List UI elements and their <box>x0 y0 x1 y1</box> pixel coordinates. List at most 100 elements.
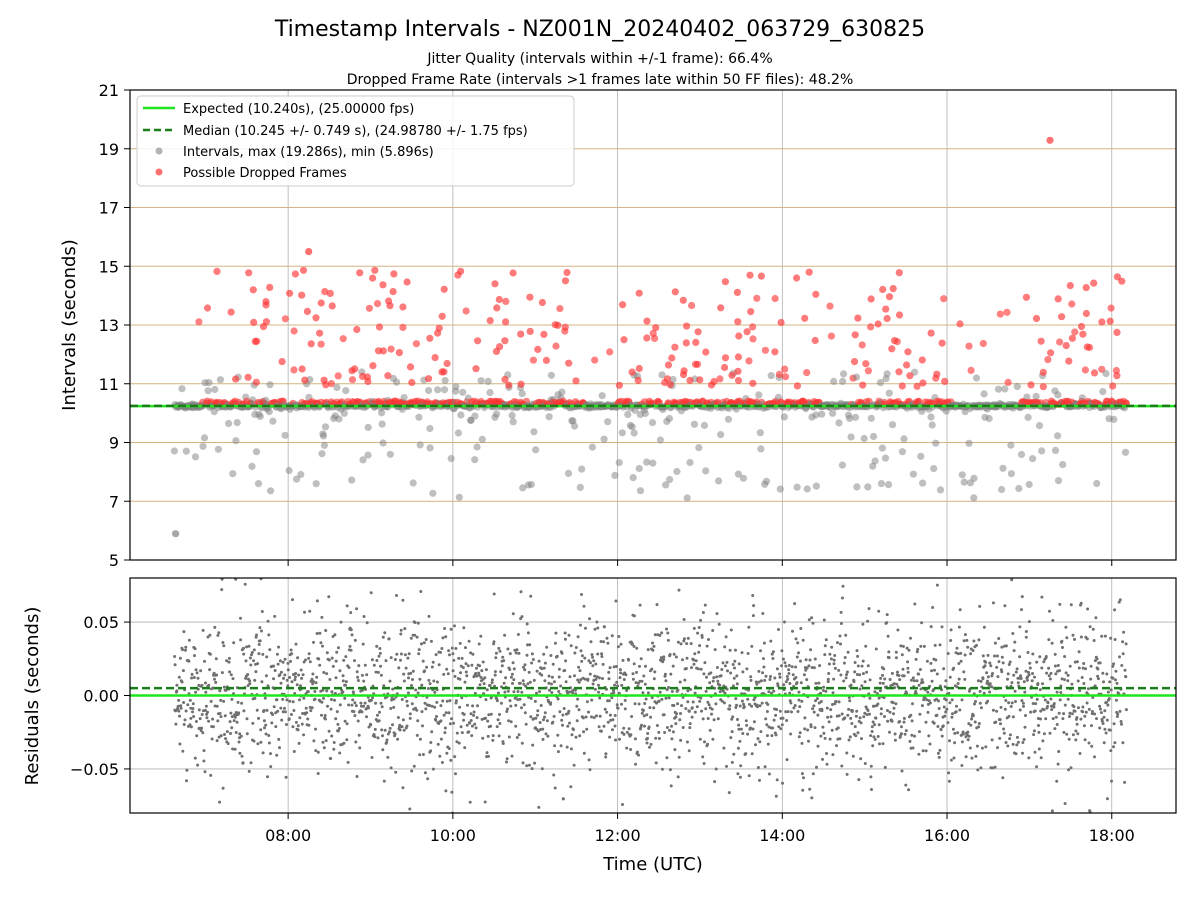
residual-point <box>956 731 960 735</box>
residual-point <box>909 678 913 682</box>
residual-point <box>853 670 857 674</box>
residual-point <box>750 704 754 708</box>
residual-point <box>700 635 704 639</box>
residual-point <box>252 648 256 652</box>
residual-point <box>763 765 767 769</box>
residual-point <box>481 660 485 664</box>
residual-point <box>288 676 291 679</box>
residual-point <box>944 679 948 683</box>
residual-point <box>760 701 764 705</box>
residual-point <box>569 644 573 648</box>
residual-point <box>709 671 713 675</box>
residual-point <box>1086 607 1090 611</box>
dropped-frame-point <box>529 356 538 364</box>
dropped-frame-point <box>1027 381 1035 389</box>
residual-point <box>900 769 904 773</box>
residual-point <box>701 717 705 721</box>
residual-point <box>923 696 927 700</box>
interval-point <box>715 477 723 485</box>
interval-point <box>830 377 838 385</box>
residual-point <box>787 672 791 675</box>
residual-point <box>692 662 696 666</box>
intervals-grid <box>130 90 1176 560</box>
residual-point <box>568 690 572 694</box>
residual-point <box>588 768 592 772</box>
residual-point <box>450 717 453 721</box>
residual-point <box>479 634 483 638</box>
residual-point <box>742 702 745 706</box>
residual-point <box>794 637 798 641</box>
interval-point <box>545 413 553 421</box>
residual-point <box>1004 741 1008 744</box>
residual-point <box>604 755 608 759</box>
residual-point <box>579 678 583 682</box>
residual-point <box>936 751 940 755</box>
residual-point <box>763 678 767 682</box>
residual-point <box>291 598 294 602</box>
residual-point <box>947 691 951 695</box>
residual-point <box>695 705 699 709</box>
residual-point <box>511 612 515 616</box>
residual-point <box>863 680 867 684</box>
residual-point <box>389 766 393 770</box>
residual-point <box>637 753 641 757</box>
residual-point <box>452 721 456 725</box>
interval-point <box>1017 450 1026 459</box>
residual-point <box>671 730 675 734</box>
residual-point <box>192 715 196 718</box>
residual-point <box>507 735 511 739</box>
residual-point <box>453 674 457 678</box>
residual-point <box>1123 668 1127 672</box>
residual-point <box>730 760 734 764</box>
residual-point <box>425 665 429 669</box>
dropped-frame-point <box>634 376 642 384</box>
residual-point <box>336 722 340 726</box>
residual-point <box>459 725 463 729</box>
residual-point <box>630 642 634 646</box>
interval-point <box>425 386 433 395</box>
residual-point <box>453 624 456 628</box>
residual-point <box>859 721 863 725</box>
residual-point <box>393 732 397 736</box>
residual-point <box>617 635 621 638</box>
residual-point <box>590 698 594 702</box>
residual-point <box>905 646 909 650</box>
residual-point <box>698 699 702 703</box>
interval-point <box>265 408 273 416</box>
residual-point <box>487 713 491 717</box>
residual-point <box>1031 652 1035 656</box>
residual-point <box>900 653 904 657</box>
residual-point <box>912 679 916 683</box>
intervals-y-tick-label: 21 <box>99 81 119 100</box>
residual-point <box>621 658 625 662</box>
residual-point <box>377 719 381 723</box>
residual-point <box>386 732 390 736</box>
interval-point <box>1093 479 1101 488</box>
interval-point <box>214 445 222 453</box>
dropped-frame-point <box>805 268 813 276</box>
residual-point <box>286 668 290 672</box>
residual-point <box>823 644 827 648</box>
residual-point <box>1042 660 1046 664</box>
residual-point <box>674 722 678 726</box>
residual-point <box>827 672 831 675</box>
dropped-frame-point <box>734 353 743 361</box>
residual-point <box>663 731 667 734</box>
residual-point <box>970 756 974 760</box>
residual-point <box>244 676 248 680</box>
residual-point <box>523 663 527 667</box>
residual-point <box>1114 669 1118 673</box>
residual-point <box>591 664 595 668</box>
residuals-panel: −0.050.000.05 08:00 10:00 12:00 14:00 16:00 1… <box>22 577 1177 875</box>
residual-point <box>605 636 609 640</box>
residual-point <box>981 677 985 681</box>
residual-point <box>828 652 832 656</box>
residual-point <box>319 641 323 645</box>
residual-point <box>908 739 912 743</box>
residual-point <box>561 723 564 727</box>
residual-point <box>245 645 249 649</box>
residual-point <box>295 683 299 687</box>
residual-point <box>345 604 349 608</box>
interval-point <box>471 456 479 464</box>
